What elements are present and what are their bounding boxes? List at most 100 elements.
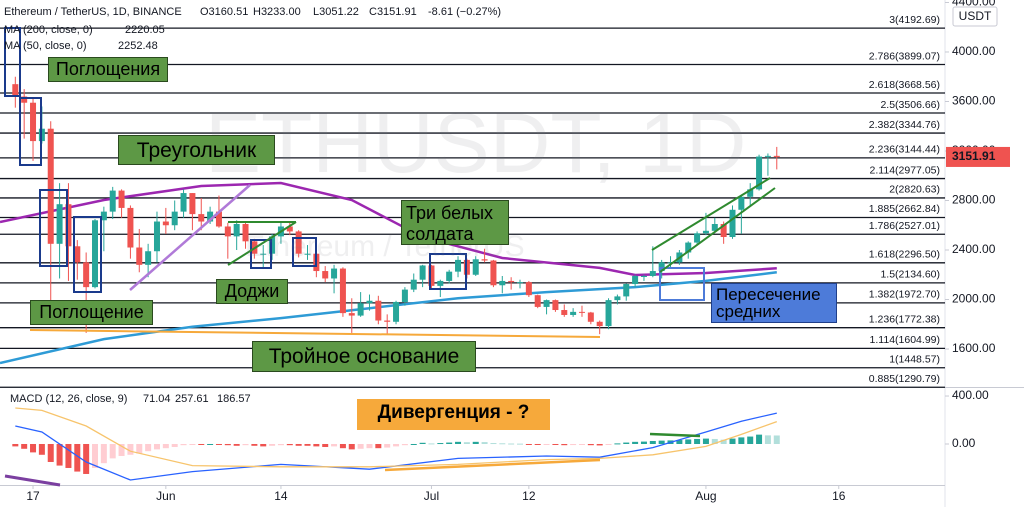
price-change: -8.61 (−0.27%) — [428, 6, 501, 18]
fib-label: 0.885(1290.79) — [869, 373, 940, 385]
fib-label: 1.114(1604.99) — [870, 334, 940, 346]
user-drawings — [4, 27, 776, 487]
legend-entry: MA (50, close, 0) — [4, 40, 87, 52]
histogram-bar — [534, 443, 541, 445]
histogram-bar — [384, 443, 391, 448]
histogram-bar — [623, 442, 630, 444]
candle-body — [685, 242, 692, 253]
histogram-bar — [47, 443, 54, 462]
candle-body — [711, 224, 718, 231]
y-tick-label: 4400.00 — [952, 0, 996, 9]
candle-body — [570, 311, 577, 315]
annotation-text: Пересечение — [716, 285, 821, 304]
histogram-bar — [153, 443, 160, 450]
histogram-bar — [561, 443, 568, 446]
candle-body — [153, 221, 160, 252]
annotation: Дивергенция - ? — [357, 399, 550, 430]
y-tick-label: 1600.00 — [952, 341, 996, 355]
histogram-bar — [269, 443, 276, 446]
candle-body — [47, 128, 54, 244]
y-tick-label: 400.00 — [952, 388, 989, 402]
histogram-bar — [233, 443, 240, 446]
candle-body — [224, 226, 231, 237]
candle-body — [525, 282, 532, 296]
histogram-bar — [251, 443, 258, 446]
ohlc-label: C3151.91 — [369, 6, 417, 18]
histogram-bar — [481, 442, 488, 444]
pattern-box — [250, 239, 272, 269]
x-tick-label: Jul — [424, 489, 439, 503]
candle-body — [65, 204, 72, 247]
histogram-bar — [587, 443, 594, 446]
histogram-bar — [428, 443, 435, 445]
histogram-bar — [215, 443, 222, 445]
candle-body — [756, 156, 763, 190]
support-line — [29, 329, 601, 338]
ohlc-label: O3160.51 — [200, 6, 248, 18]
candle-body — [269, 236, 276, 254]
candle-body — [694, 233, 701, 243]
indicator-title: MACD (12, 26, close, 9) — [10, 393, 127, 405]
histogram-bar — [189, 443, 196, 445]
histogram-bar — [570, 443, 577, 446]
currency-box — [952, 6, 998, 27]
histogram-bar — [331, 443, 338, 447]
candle-body — [145, 251, 152, 265]
histogram-bar — [38, 443, 45, 455]
histogram-bar — [30, 443, 37, 453]
annotation-text: Поглощения — [55, 59, 161, 79]
candle-body — [242, 224, 249, 242]
candle-body — [56, 204, 63, 244]
histogram-bar — [304, 443, 311, 446]
candle-body — [729, 209, 736, 238]
fib-label: 2.618(3668.56) — [869, 79, 940, 91]
candle-body — [295, 231, 302, 254]
candle-body — [21, 96, 28, 103]
candle-body — [118, 190, 125, 208]
candle-body — [136, 247, 143, 265]
fib-label: 1.382(1972.70) — [869, 289, 940, 301]
candle-body — [286, 226, 293, 232]
histogram-bar — [127, 443, 134, 455]
fib-label: 3(4192.69) — [889, 14, 940, 26]
x-tick-label: 17 — [26, 489, 40, 503]
histogram-bar — [578, 443, 585, 445]
candle-body — [127, 207, 134, 248]
candle-body — [12, 84, 19, 97]
candle-body — [605, 300, 612, 327]
histogram-bar — [640, 441, 647, 444]
legend-entry: MA (200, close, 0) — [4, 24, 93, 36]
candle-body — [561, 310, 568, 315]
trend-line — [129, 184, 251, 291]
candle-body — [393, 301, 400, 322]
divergence-line — [649, 432, 701, 438]
candle-body — [640, 275, 647, 277]
histogram-bar — [729, 438, 736, 444]
histogram-bar — [720, 439, 727, 444]
annotation: Три белых солдата — [401, 200, 509, 245]
histogram-bar — [286, 443, 293, 446]
x-tick-label: 12 — [522, 489, 536, 503]
y-tick-label: 0.00 — [952, 436, 976, 450]
histogram-bar — [764, 435, 771, 444]
histogram-bar — [145, 443, 152, 452]
candle-body — [74, 246, 81, 263]
y-tick-label: 4000.00 — [952, 44, 996, 58]
histogram-bar — [685, 439, 692, 444]
pattern-box — [73, 216, 102, 293]
fib-label: 2.236(3144.44) — [869, 144, 940, 156]
histogram-bar — [83, 443, 90, 474]
annotation-text: Доджи — [224, 281, 280, 301]
histogram-bar — [508, 443, 515, 445]
candle-body — [92, 220, 99, 288]
candle-body — [649, 271, 656, 276]
candle-body — [331, 268, 338, 279]
candle-body — [702, 230, 709, 234]
candle-body — [109, 190, 116, 212]
x-tick-label: 14 — [274, 489, 288, 503]
histogram-bar — [410, 443, 417, 445]
candle-body — [180, 193, 187, 212]
histogram-bar — [596, 443, 603, 446]
histogram-bar — [649, 440, 656, 444]
moving-average — [0, 271, 777, 365]
